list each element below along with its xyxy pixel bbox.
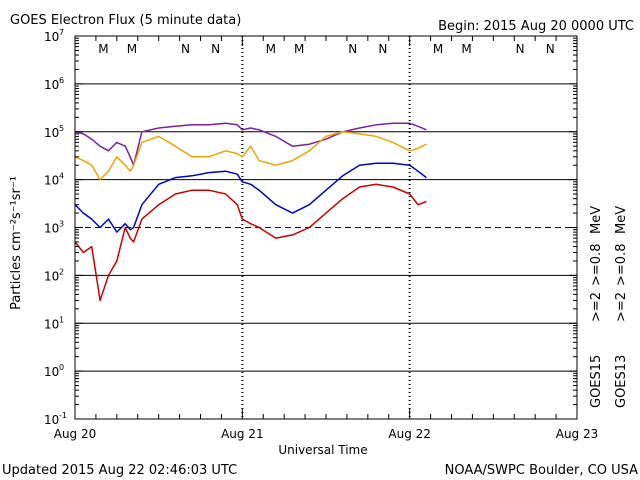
chart-title: GOES Electron Flux (5 minute data) xyxy=(10,13,241,28)
gridlines xyxy=(75,83,577,372)
y-tick-exponent: 7 xyxy=(59,28,64,37)
y-tick-exponent: 1 xyxy=(59,315,64,324)
x-tick-label: Aug 23 xyxy=(556,427,599,441)
y-tick-label: 10 xyxy=(44,30,59,44)
series-line xyxy=(74,131,427,181)
legend: GOES15 >=2 >=0.8 MeV GOES13 >=2 >=0.8 MeV xyxy=(589,206,629,408)
y-tick-label: 10 xyxy=(44,317,59,331)
top-marker-label: M xyxy=(433,42,443,56)
y-tick-label: 10 xyxy=(44,126,59,140)
top-marker-label: N xyxy=(211,42,220,56)
legend-threshold: >=0.8 xyxy=(589,244,604,286)
top-marker-label: M xyxy=(461,42,471,56)
y-tick-label: 10 xyxy=(44,269,59,283)
axis-ticks xyxy=(74,35,578,420)
series-line xyxy=(74,162,427,233)
top-marker-label: N xyxy=(378,42,387,56)
y-tick-label: 10 xyxy=(44,413,59,427)
y-axis-label: Particles cm⁻²s⁻¹sr⁻¹ xyxy=(9,176,24,310)
y-tick-label: 10 xyxy=(44,78,59,92)
y-tick-exponent: 0 xyxy=(59,363,64,372)
data-series xyxy=(74,122,427,302)
y-tick-exponent: 2 xyxy=(59,267,64,276)
x-tick-label: Aug 22 xyxy=(388,427,431,441)
x-tick-labels: Aug 20 Aug 21 Aug 22 Aug 23 xyxy=(54,427,599,441)
series-line xyxy=(74,183,427,302)
y-tick-label: 10 xyxy=(44,174,59,188)
top-marker-label: N xyxy=(516,42,525,56)
top-marker-label: M xyxy=(294,42,304,56)
legend-unit: MeV xyxy=(614,206,629,234)
footer-updated: Updated 2015 Aug 22 02:46:03 UTC xyxy=(2,463,237,478)
y-tick-exponent: 4 xyxy=(59,172,64,181)
y-tick-exponent: 6 xyxy=(59,76,64,85)
legend-threshold: >=2 xyxy=(589,292,604,322)
legend-threshold: >=0.8 xyxy=(614,244,629,286)
legend-unit: MeV xyxy=(589,206,604,234)
legend-threshold: >=2 xyxy=(614,292,629,322)
legend-satellite: GOES13 xyxy=(614,355,629,408)
y-tick-exponent: -1 xyxy=(59,411,67,420)
top-marker-label: M xyxy=(266,42,276,56)
top-marker-label: N xyxy=(546,42,555,56)
top-marker-label: M xyxy=(127,42,137,56)
y-tick-exponent: 3 xyxy=(59,220,64,229)
x-tick-label: Aug 21 xyxy=(221,427,264,441)
y-tick-exponent: 5 xyxy=(59,124,64,133)
top-marker-label: N xyxy=(348,42,357,56)
series-line xyxy=(74,122,427,166)
top-marker-label: N xyxy=(181,42,190,56)
footer-source: NOAA/SWPC Boulder, CO USA xyxy=(445,463,638,478)
y-tick-label: 10 xyxy=(44,222,59,236)
x-tick-label: Aug 20 xyxy=(54,427,97,441)
x-axis-label: Universal Time xyxy=(278,443,367,457)
legend-satellite: GOES15 xyxy=(589,355,604,408)
y-tick-label: 10 xyxy=(44,365,59,379)
begin-label: Begin: 2015 Aug 20 0000 UTC xyxy=(438,19,634,34)
top-marker-label: M xyxy=(98,42,108,56)
